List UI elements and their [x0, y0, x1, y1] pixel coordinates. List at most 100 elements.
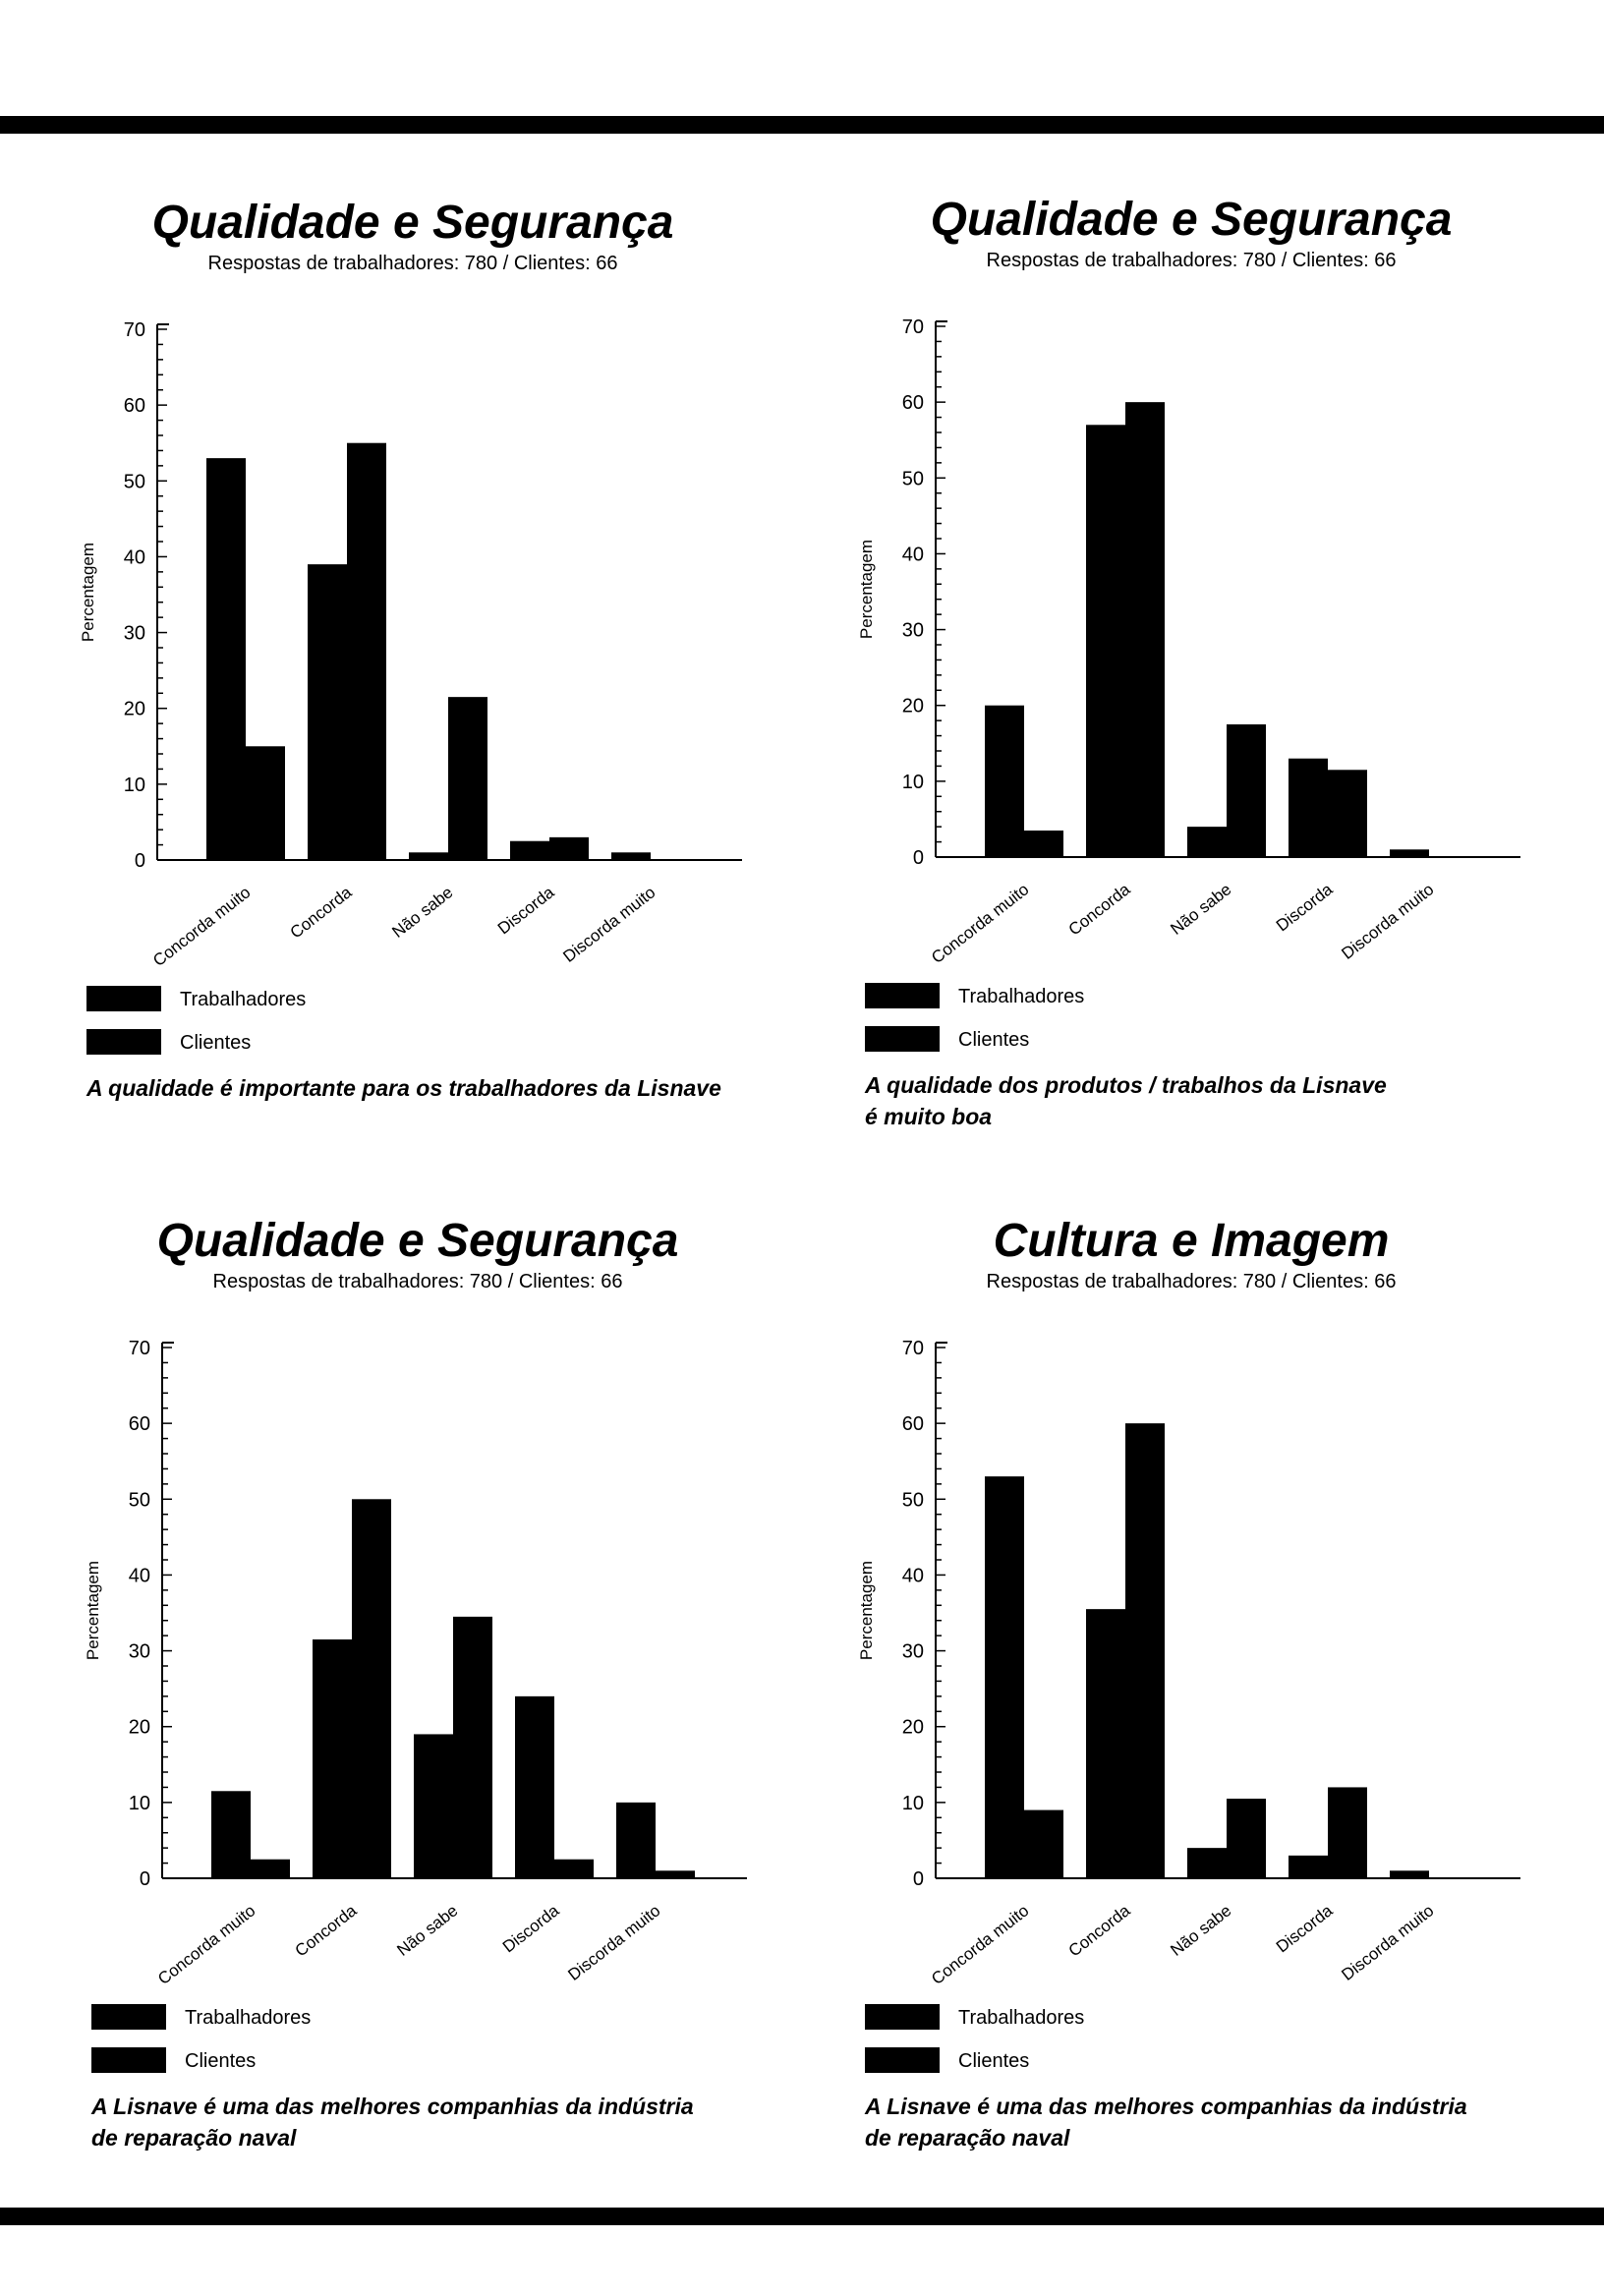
y-axis-label: Percentagem [84, 1561, 102, 1660]
bar-trabalhadores-discorda-muito [1390, 1870, 1429, 1878]
y-tick-label: 20 [124, 699, 145, 720]
bar-trabalhadores-nao-sabe [409, 852, 448, 860]
chart-1: Qualidade e Segurança Respostas de trabal… [79, 197, 742, 1101]
y-tick-label: 50 [124, 471, 145, 492]
bottom-rule [0, 2208, 1604, 2225]
y-tick-label: 50 [902, 1489, 924, 1511]
chart-subtitle: Respostas de trabalhadores: 780 / Client… [208, 253, 618, 274]
chart-panel-2: Qualidade e Segurança Respostas de trabal… [778, 164, 1580, 1186]
y-tick-label: 10 [124, 775, 145, 796]
legend-label-trabalhadores: Trabalhadores [958, 986, 1084, 1007]
y-tick-label: 0 [140, 1868, 150, 1890]
y-tick-label: 40 [902, 1565, 924, 1586]
x-category-label: Concorda [1065, 1901, 1134, 1961]
legend-label-trabalhadores: Trabalhadores [185, 2007, 311, 2029]
x-category-label: Concorda [1065, 880, 1134, 940]
chart-caption: A Lisnave é uma das melhores companhias … [90, 2094, 694, 2119]
bar-clientes-discorda [549, 836, 589, 860]
x-category-label: Discorda [499, 1901, 563, 1957]
bar-trabalhadores-discorda-muito [611, 852, 651, 860]
legend-swatch-clientes [86, 1029, 161, 1055]
bar-clientes-concorda [347, 442, 386, 860]
bar-clientes-concorda [1125, 402, 1165, 857]
y-tick-label: 30 [124, 623, 145, 645]
y-tick-label: 70 [124, 319, 145, 341]
y-tick-label: 10 [129, 1793, 150, 1814]
y-tick-label: 0 [135, 850, 145, 872]
x-category-label: Discorda muito [1338, 880, 1437, 963]
chart-caption: A qualidade é importante para os trabalh… [86, 1075, 721, 1101]
bar-trabalhadores-concorda [313, 1639, 352, 1878]
bar-trabalhadores-concorda-muito [985, 705, 1024, 857]
bar-clientes-nao-sabe [448, 697, 487, 860]
bar-trabalhadores-discorda [1289, 758, 1328, 857]
x-category-label: Concorda [292, 1901, 361, 1961]
bar-trabalhadores-concorda-muito [985, 1476, 1024, 1878]
x-category-label: Não sabe [388, 883, 456, 942]
top-rule [0, 116, 1604, 134]
bar-clientes-nao-sabe [1227, 1799, 1266, 1878]
bar-clientes-nao-sabe [453, 1616, 492, 1878]
chart-title: Qualidade e Segurança [931, 194, 1453, 246]
chart-subtitle: Respostas de trabalhadores: 780 / Client… [987, 250, 1397, 271]
chart-caption: A Lisnave é uma das melhores companhias … [864, 2094, 1467, 2119]
bar-clientes-concorda-muito [251, 1859, 290, 1878]
chart-caption: A qualidade dos produtos / trabalhos da … [864, 1072, 1387, 1098]
x-category-label: Concorda muito [154, 1901, 258, 1988]
bar-clientes-concorda [1125, 1423, 1165, 1878]
bar-trabalhadores-nao-sabe [1187, 1848, 1227, 1878]
bar-trabalhadores-nao-sabe [414, 1734, 453, 1878]
x-category-label: Concorda muito [928, 1901, 1032, 1988]
y-tick-label: 20 [902, 1717, 924, 1739]
y-tick-label: 60 [902, 392, 924, 414]
x-category-label: Discorda muito [564, 1901, 663, 1984]
bar-clientes-discorda [1328, 1787, 1367, 1878]
chart-caption: de reparação naval [865, 2125, 1070, 2151]
legend-swatch-clientes [865, 1026, 940, 1052]
bar-clientes-concorda-muito [1024, 831, 1063, 857]
x-category-label: Discorda [1273, 880, 1337, 936]
legend-swatch-trabalhadores [865, 983, 940, 1008]
y-axis-label: Percentagem [857, 1561, 876, 1660]
chart-title: Qualidade e Segurança [157, 1215, 679, 1267]
bar-trabalhadores-concorda-muito [211, 1791, 251, 1878]
x-category-label: Discorda muito [1338, 1901, 1437, 1984]
legend-label-trabalhadores: Trabalhadores [958, 2007, 1084, 2029]
y-tick-label: 60 [129, 1413, 150, 1435]
y-axis-label: Percentagem [79, 543, 97, 642]
chart-title: Cultura e Imagem [994, 1215, 1390, 1267]
y-tick-label: 40 [902, 544, 924, 565]
legend-label-trabalhadores: Trabalhadores [180, 989, 306, 1010]
legend-label-clientes: Clientes [185, 2050, 256, 2072]
bar-trabalhadores-concorda [1086, 425, 1125, 857]
x-category-label: Discorda [1273, 1901, 1337, 1957]
legend-swatch-trabalhadores [865, 2004, 940, 2030]
bar-trabalhadores-discorda-muito [616, 1802, 656, 1878]
bar-clientes-concorda-muito [1024, 1809, 1063, 1878]
y-tick-label: 20 [129, 1717, 150, 1739]
bar-trabalhadores-concorda [1086, 1609, 1125, 1878]
chart-caption: de reparação naval [91, 2125, 297, 2151]
bar-clientes-concorda [352, 1499, 391, 1878]
legend-swatch-clientes [865, 2047, 940, 2073]
chart-title: Qualidade e Segurança [152, 197, 674, 249]
bar-trabalhadores-concorda [308, 564, 347, 860]
bar-clientes-discorda-muito [656, 1870, 695, 1878]
x-category-label: Discorda [494, 883, 558, 939]
y-tick-label: 40 [129, 1565, 150, 1586]
bar-clientes-concorda-muito [246, 746, 285, 860]
bar-trabalhadores-discorda [510, 840, 549, 860]
y-tick-label: 70 [902, 1338, 924, 1359]
x-category-label: Concorda muito [149, 883, 254, 970]
y-tick-label: 60 [124, 395, 145, 417]
x-category-label: Não sabe [1167, 1901, 1234, 1960]
bar-trabalhadores-discorda [515, 1695, 554, 1878]
chart-2: Qualidade e Segurança Respostas de trabal… [857, 194, 1520, 1129]
y-tick-label: 40 [124, 546, 145, 568]
chart-3: Qualidade e Segurança Respostas de trabal… [84, 1215, 747, 2151]
x-category-label: Concorda [287, 883, 356, 943]
x-category-label: Concorda muito [928, 880, 1032, 967]
y-tick-label: 60 [902, 1413, 924, 1435]
y-tick-label: 70 [902, 316, 924, 338]
x-category-label: Não sabe [393, 1901, 461, 1960]
